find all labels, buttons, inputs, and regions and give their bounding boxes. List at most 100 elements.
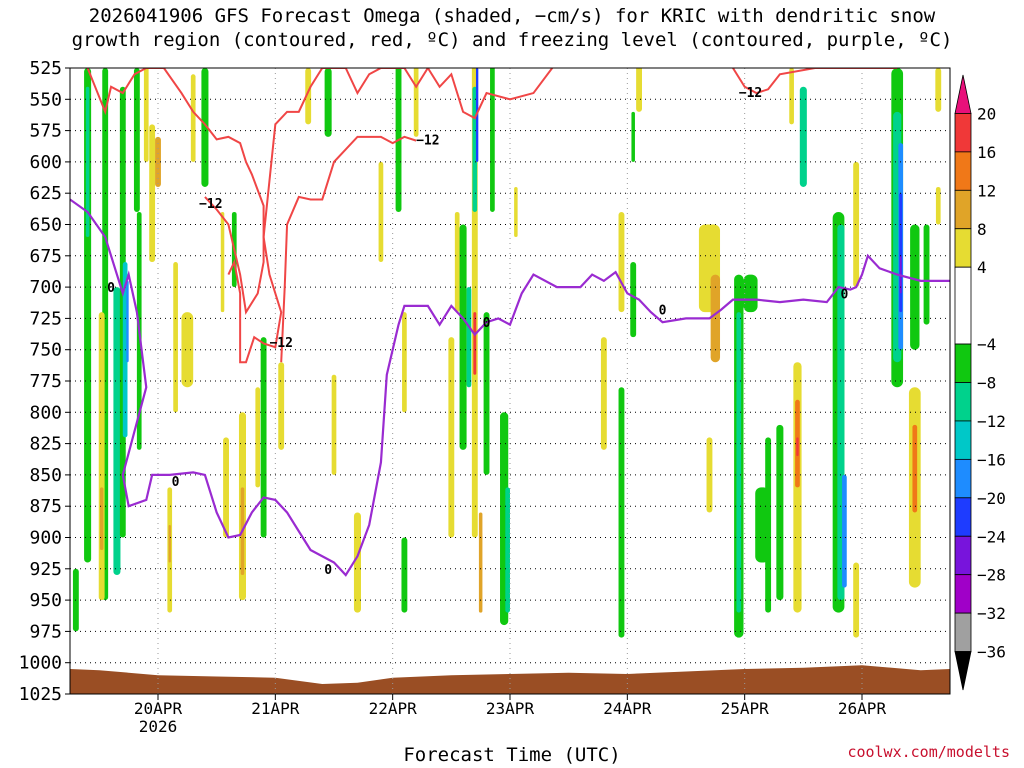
omega-region-52 [600,337,607,450]
colorbar-label-5: −4 [977,335,996,354]
omega-region-29 [305,68,312,125]
omega-region-57 [630,262,637,338]
omega-region-46 [483,312,490,475]
omega-region-13 [98,312,105,601]
omega-region-87 [935,186,941,225]
colorbar-bin-8 [954,189,972,230]
colorbar-bin-20 [954,74,972,114]
freezing-contour-label-3: 0 [483,316,491,331]
colorbar-label-4: 4 [977,258,987,277]
omega-region-71 [789,68,794,125]
dgz-contour-label-2: −12 [416,133,439,148]
title-line-2: growth region (contoured, red, ºC) and f… [71,29,953,51]
omega-region-51 [514,186,518,238]
omega-region-11 [149,124,156,263]
omega-region-53 [618,211,625,313]
omega-region-70 [799,86,807,187]
y-tick-label-750: 750 [29,340,62,361]
omega-region-74 [842,474,847,588]
omega-region-54 [618,387,625,638]
y-tick-label-600: 600 [29,152,62,173]
y-tick-label-800: 800 [29,402,62,423]
colorbar-label-10: −24 [977,527,1006,546]
colorbar: 20 16 12 8 4 −4 −8 −12 −16 −20 −24 −28 −32 −36 [954,74,1006,691]
colorbar-label-7: −12 [977,412,1006,431]
colorbar-bin--28 [954,535,972,576]
omega-region-27 [168,524,171,563]
y-axis: 525 550 575 600 625 650 675 700 725 750 775 800 825 8… [19,58,70,705]
omega-region-36 [413,68,419,137]
y-tick-label-925: 925 [29,559,62,580]
y-tick-label-725: 725 [29,308,62,329]
colorbar-label-12: −32 [977,604,1006,623]
omega-region-85 [912,424,918,513]
colorbar-label-13: −36 [977,643,1006,662]
omega-region-63 [743,274,758,313]
dgz-contour-line-3 [732,68,898,95]
dgz-contour-line-0 [86,68,265,315]
x-tick-label-25APR: 25APR [721,699,770,718]
freezing-contour-label-1: 0 [172,475,180,490]
omega-region-16 [181,312,194,388]
freezing-level-contour [70,198,950,577]
colorbar-bin--24 [954,497,972,537]
y-tick-label-950: 950 [29,590,62,611]
freezing-contour-label-4: 0 [659,304,667,319]
omega-region-65 [765,437,772,613]
dgz-contour-label-1: −12 [269,336,292,351]
omega-region-24 [260,337,267,538]
colorbar-label-11: −28 [977,566,1006,585]
contour-labels: −12 −12 −12 −12 0 0 0 0 0 0 [107,86,848,578]
colorbar-label-1: 16 [977,143,996,162]
omega-region-18 [190,74,196,162]
omega-region-35 [402,312,407,413]
omega-region-2 [85,86,90,238]
x-tick-sublabel-20APR: 2026 [139,717,178,736]
omega-region-66 [776,424,784,601]
omega-region-7 [126,280,129,363]
terrain-fill [70,665,950,694]
freezing-level-line [70,198,950,577]
dgz-contour-label-0: −12 [199,197,222,212]
colorbar-label-8: −16 [977,450,1006,469]
freezing-contour-label-5: 0 [840,287,848,302]
dgz-contour-line-2 [280,135,417,363]
colorbar-bin--12 [954,382,972,422]
y-tick-label-1025: 1025 [19,684,62,705]
colorbar-bin--8 [954,343,972,383]
y-tick-label-900: 900 [29,528,62,549]
y-tick-label-550: 550 [29,89,62,110]
colorbar-bin--20 [954,458,972,499]
omega-region-28 [278,362,285,450]
colorbar-bin--32 [954,574,972,614]
omega-region-82 [910,224,920,350]
x-tick-label-22APR: 22APR [369,699,418,718]
omega-region-60 [706,437,713,513]
x-tick-label-20APR: 20APR [134,699,183,718]
chart-title: 2026041906 GFS Forecast Omega (shaded, −… [0,4,1024,52]
omega-region-33 [378,161,384,263]
omega-region-30 [324,68,332,137]
credit-link[interactable]: coolwx.com/modelts [847,743,1010,761]
colorbar-label-9: −20 [977,489,1006,508]
colorbar-bin-16 [954,113,972,153]
title-line-1: 2026041906 GFS Forecast Omega (shaded, −… [88,5,936,27]
y-tick-label-875: 875 [29,496,62,517]
colorbar-bin--40 [954,651,972,691]
dgz-contour-line-1 [227,68,554,364]
y-tick-label-625: 625 [29,183,62,204]
omega-region-38 [454,211,460,313]
omega-region-21 [223,437,229,538]
dgz-contour-label-3: −12 [739,86,762,101]
omega-region-25 [255,387,261,488]
colorbar-bin-4 [954,228,972,268]
omega-region-14 [99,487,104,551]
x-axis-title: Forecast Time (UTC) [403,744,621,766]
freezing-contour-label-2: 0 [324,563,332,578]
omega-region-83 [923,224,930,325]
y-tick-label-525: 525 [29,58,62,79]
y-tick-label-1000: 1000 [19,653,62,674]
colorbar-bin--36 [954,612,972,652]
colorbar-bin-12 [954,151,972,191]
